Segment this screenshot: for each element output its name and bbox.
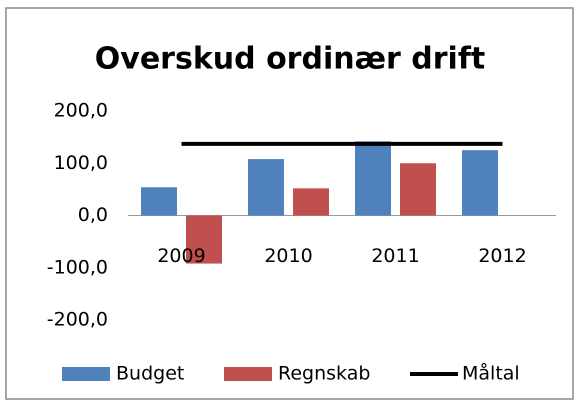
- y-tick-label: -100,0: [47, 256, 108, 278]
- x-tick-label: 2010: [264, 245, 312, 267]
- legend-swatch: [224, 367, 272, 381]
- bar: [400, 163, 436, 216]
- bar: [355, 141, 391, 216]
- bar: [293, 188, 329, 216]
- legend-label: Budget: [116, 363, 184, 385]
- legend-label: Måltal: [462, 362, 520, 385]
- bar: [141, 187, 177, 216]
- bar: [462, 150, 498, 216]
- bar: [186, 215, 222, 264]
- bar: [248, 159, 284, 216]
- y-tick-label: 200,0: [54, 100, 108, 122]
- chart-title: Overskud ordinær drift: [95, 42, 485, 77]
- y-tick-label: 0,0: [78, 204, 108, 226]
- y-tick-label: 100,0: [54, 152, 108, 174]
- y-tick-label: -200,0: [47, 309, 108, 331]
- x-tick-label: 2012: [478, 245, 526, 267]
- legend-swatch: [62, 367, 110, 381]
- x-tick-label: 2009: [157, 245, 205, 267]
- legend-label: Regnskab: [278, 363, 370, 385]
- x-tick-label: 2011: [371, 245, 419, 267]
